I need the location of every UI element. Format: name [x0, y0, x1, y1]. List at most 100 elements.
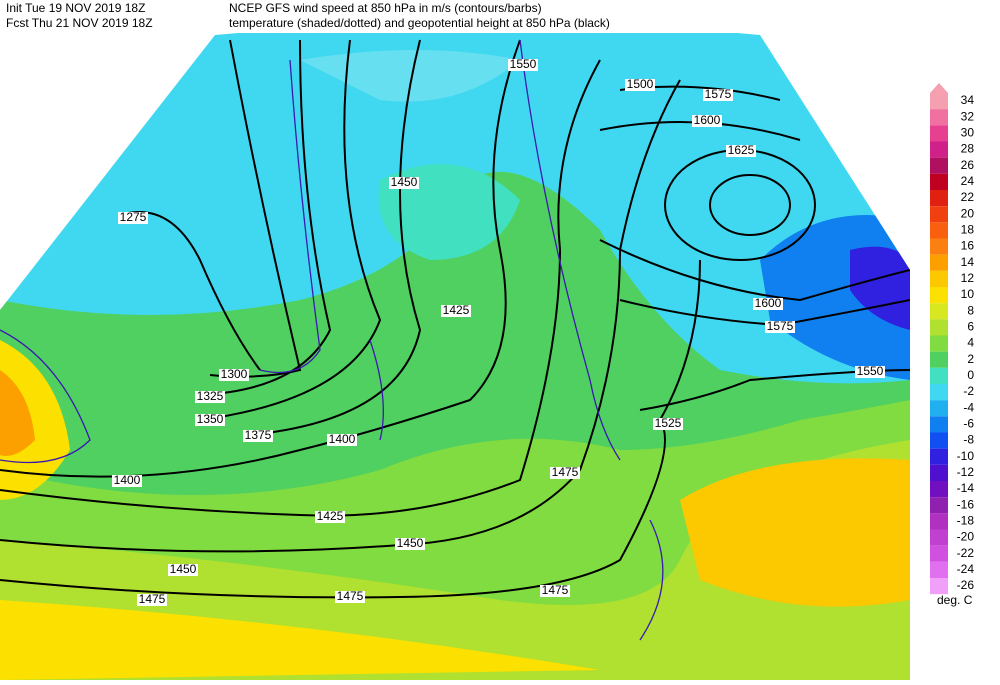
colorbar-swatch: [930, 109, 948, 126]
height-label: 1475: [337, 589, 364, 603]
colorbar-swatch: [930, 157, 948, 174]
colorbar-label: 0: [967, 368, 974, 382]
height-label: 1600: [694, 113, 721, 127]
label-bg: [550, 467, 580, 479]
colorbar-swatch: [930, 125, 948, 142]
colorbar-swatch: [930, 238, 948, 255]
label-bg: [118, 212, 148, 224]
colorbar-label: -16: [957, 497, 975, 511]
label-bg: [540, 585, 570, 597]
height-label: 1475: [552, 465, 579, 479]
colorbar-label: -18: [957, 514, 975, 528]
colorbar-swatch: [930, 513, 948, 530]
colorbar-swatch: [930, 141, 948, 158]
wind-contours: [0, 39, 664, 641]
colorbar-swatch: [930, 222, 948, 239]
colorbar-label: 34: [961, 93, 975, 107]
colorbar-label: 16: [961, 239, 975, 253]
label-bg: [168, 564, 198, 576]
colorbar-label: -8: [963, 433, 974, 447]
colorbar-label: 32: [961, 109, 975, 123]
colorbar-swatch: [930, 351, 948, 368]
height-label: 1450: [391, 175, 418, 189]
colorbar-label: -12: [957, 465, 975, 479]
height-label: 1450: [397, 536, 424, 550]
colorbar-label: -10: [957, 449, 975, 463]
label-bg: [389, 177, 419, 189]
height-label: 1600: [755, 296, 782, 310]
colorbar-label: -20: [957, 530, 975, 544]
colorbar-label: 14: [961, 255, 975, 269]
title-line2: temperature (shaded/dotted) and geopoten…: [229, 16, 610, 30]
height-label: 1425: [443, 303, 470, 317]
height-label: 1575: [767, 319, 794, 333]
colorbar-swatch: [930, 416, 948, 433]
colorbar-swatch: [930, 254, 948, 271]
colorbar-swatch: [930, 545, 948, 562]
colorbar-label: 6: [967, 320, 974, 334]
colorbar-swatch: [930, 335, 948, 352]
height-label: 1625: [728, 143, 755, 157]
label-bg: [625, 79, 655, 91]
height-label: 1475: [139, 592, 166, 606]
height-label: 1525: [655, 416, 682, 430]
label-bg: [855, 366, 885, 378]
height-label: 1350: [197, 412, 224, 426]
label-bg: [508, 59, 538, 71]
colorbar-label: -4: [963, 400, 974, 414]
title-line1: NCEP GFS wind speed at 850 hPa in m/s (c…: [229, 1, 542, 15]
colorbar-label: 10: [961, 287, 975, 301]
colorbar-swatch: [930, 497, 948, 514]
colorbar-swatch: [930, 303, 948, 320]
height-label: 1450: [170, 562, 197, 576]
colorbar-label: -24: [957, 562, 975, 576]
label-bg: [195, 391, 225, 403]
colorbar-label: 12: [961, 271, 975, 285]
temperature-shading: [0, 22, 910, 680]
label-bg: [765, 321, 795, 333]
header-bg: [0, 0, 1000, 33]
height-label: 1400: [329, 432, 356, 446]
height-label: 1575: [705, 87, 732, 101]
colorbar-label: 26: [961, 158, 975, 172]
colorbar-label: -22: [957, 546, 975, 560]
colorbar-label: 4: [967, 336, 974, 350]
height-label: 1375: [245, 428, 272, 442]
label-bg: [441, 305, 471, 317]
colorbar-swatch: [930, 464, 948, 481]
height-label: 1425: [317, 509, 344, 523]
colorbar-swatch: [930, 578, 948, 595]
colorbar-swatch: [930, 448, 948, 465]
colorbar-label: -14: [957, 481, 975, 495]
height-label: 1500: [627, 77, 654, 91]
height-label: 1275: [120, 210, 147, 224]
colorbar-arrow: [930, 83, 948, 93]
colorbar-label: -6: [963, 417, 974, 431]
colorbar-swatch: [930, 481, 948, 498]
colorbar-label: 28: [961, 142, 975, 156]
label-bg: [753, 298, 783, 310]
label-bg: [703, 89, 733, 101]
init-time: Init Tue 19 NOV 2019 18Z: [6, 1, 145, 15]
label-bg: [726, 145, 756, 157]
label-bg: [195, 414, 225, 426]
colorbar-swatch: [930, 384, 948, 401]
label-bg: [112, 475, 142, 487]
colorbar-label: 24: [961, 174, 975, 188]
label-bg: [137, 594, 167, 606]
colorbar-swatch: [930, 206, 948, 223]
label-bg: [219, 369, 249, 381]
colorbar: 3432302826242220181614121086420-2-4-6-8-…: [930, 83, 975, 595]
colorbar-label: 2: [967, 352, 974, 366]
height-label: 1550: [857, 364, 884, 378]
colorbar-label: 22: [961, 190, 975, 204]
colorbar-label: 18: [961, 223, 975, 237]
height-label: 1400: [114, 473, 141, 487]
label-bg: [692, 115, 722, 127]
colorbar-unit: deg. C: [937, 593, 973, 607]
label-bg: [335, 591, 365, 603]
colorbar-swatch: [930, 432, 948, 449]
colorbar-swatch: [930, 173, 948, 190]
label-bg: [315, 511, 345, 523]
